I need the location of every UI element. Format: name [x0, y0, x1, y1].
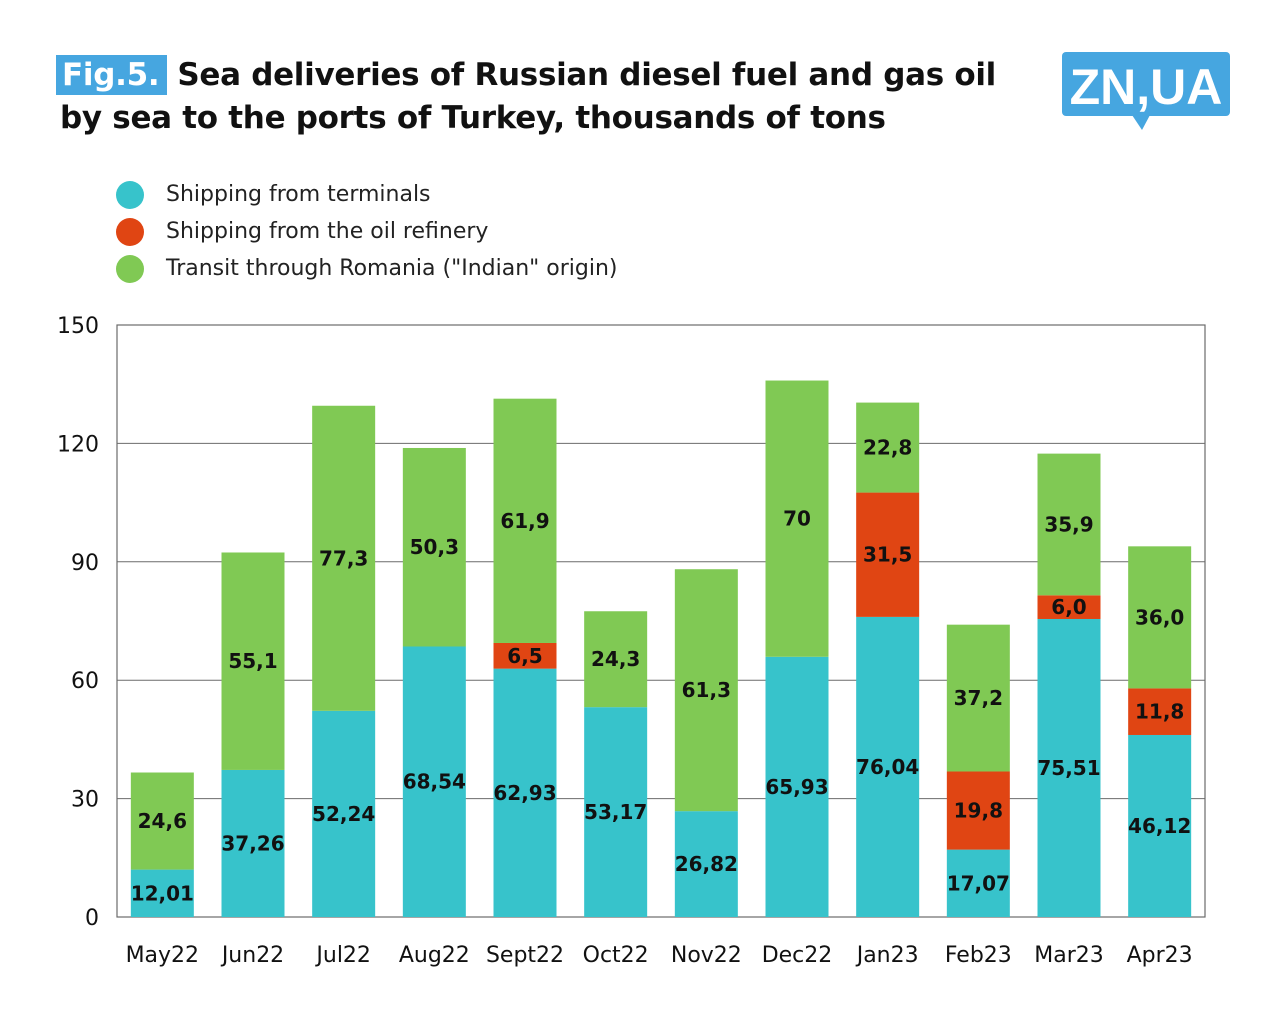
- x-tick-label-Jun22: Jun22: [220, 943, 284, 968]
- bar-transit-Feb23: [946, 624, 1010, 772]
- bar-refinery-Jan23: [856, 492, 920, 617]
- bar-label-terminals-Nov22: 26,82: [675, 852, 738, 876]
- bar-transit-Jan23: [856, 402, 920, 493]
- chart-title: Fig.5. Sea deliveries of Russian diesel f…: [56, 54, 1046, 140]
- bar-label-refinery-Mar23: 6,0: [1051, 595, 1086, 619]
- bar-label-transit-Dec22: 70: [783, 507, 811, 531]
- y-tick-label-0: 0: [85, 906, 99, 931]
- bar-label-transit-Nov22: 61,3: [682, 678, 731, 702]
- x-tick-label-Jul22: Jul22: [314, 943, 371, 968]
- bar-label-transit-Apr23: 36,0: [1135, 605, 1184, 629]
- bar-terminals-Jun22: [221, 769, 285, 917]
- bar-refinery-Feb23: [946, 771, 1010, 850]
- bar-refinery-Sept22: [493, 642, 557, 669]
- bar-transit-Oct22: [584, 611, 648, 708]
- bar-label-refinery-Apr23: 11,8: [1135, 700, 1184, 724]
- bar-label-transit-Jul22: 77,3: [319, 546, 368, 570]
- x-tick-label-Dec22: Dec22: [762, 943, 833, 968]
- legend-item-transit: Transit through Romania ("Indian" origin…: [116, 250, 617, 287]
- x-tick-label-Feb23: Feb23: [945, 943, 1012, 968]
- bar-label-terminals-Apr23: 46,12: [1128, 814, 1191, 838]
- bar-label-terminals-Oct22: 53,17: [584, 800, 647, 824]
- bar-terminals-Mar23: [1037, 618, 1101, 917]
- bar-label-terminals-Aug22: 68,54: [403, 770, 466, 794]
- bar-transit-Nov22: [674, 569, 738, 812]
- x-tick-label-Mar23: Mar23: [1034, 943, 1104, 968]
- x-tick-label-Apr23: Apr23: [1127, 943, 1193, 968]
- legend-swatch-transit: [116, 254, 144, 283]
- zn-ua-logo: ZN,UA: [1062, 52, 1230, 136]
- bar-terminals-Jan23: [856, 616, 920, 917]
- legend-item-terminals: Shipping from terminals: [116, 176, 617, 213]
- bar-terminals-Jul22: [312, 710, 376, 917]
- bar-label-refinery-Jan23: 31,5: [863, 543, 912, 567]
- bar-transit-Sept22: [493, 398, 557, 643]
- bar-label-refinery-Feb23: 19,8: [954, 799, 1003, 823]
- logo-speech-tail: [1132, 115, 1150, 130]
- y-tick-label-120: 120: [57, 432, 99, 457]
- bar-label-transit-Mar23: 35,9: [1044, 512, 1093, 536]
- bar-transit-Dec22: [765, 380, 829, 657]
- bar-label-transit-May22: 24,6: [138, 809, 187, 833]
- y-tick-label-90: 90: [71, 551, 99, 576]
- bar-transit-Jun22: [221, 552, 285, 770]
- logo-text: ZN,UA: [1070, 59, 1223, 115]
- bar-label-transit-Jan23: 22,8: [863, 436, 912, 460]
- y-tick-label-30: 30: [71, 788, 99, 813]
- logo-background: [1062, 52, 1230, 116]
- bar-label-transit-Aug22: 50,3: [410, 535, 459, 559]
- title-line-2: by sea to the ports of Turkey, thousands…: [60, 100, 886, 136]
- bar-terminals-Sept22: [493, 668, 557, 917]
- title-text-1: Sea deliveries of Russian diesel fuel an…: [177, 57, 997, 93]
- bar-terminals-Feb23: [946, 849, 1010, 917]
- bar-refinery-Mar23: [1037, 595, 1101, 619]
- legend-swatch-refinery: [116, 217, 144, 246]
- bar-label-terminals-May22: 12,01: [131, 881, 194, 905]
- bar-label-terminals-Dec22: 65,93: [765, 775, 828, 799]
- bar-transit-Aug22: [402, 447, 466, 647]
- bar-label-refinery-Sept22: 6,5: [507, 644, 542, 668]
- plot-frame: [116, 324, 1206, 918]
- bar-terminals-Dec22: [765, 656, 829, 917]
- bar-label-terminals-Feb23: 17,07: [947, 871, 1010, 895]
- bar-label-terminals-Jan23: 76,04: [856, 755, 919, 779]
- bar-label-terminals-Sept22: 62,93: [493, 781, 556, 805]
- bar-label-terminals-Jun22: 37,26: [221, 831, 284, 855]
- x-tick-label-Oct22: Oct22: [583, 943, 649, 968]
- legend: Shipping from terminals Shipping from th…: [116, 176, 617, 287]
- bar-terminals-Aug22: [402, 646, 466, 917]
- bar-transit-Jul22: [312, 405, 376, 711]
- legend-label-refinery: Shipping from the oil refinery: [166, 219, 489, 244]
- bar-label-terminals-Jul22: 52,24: [312, 802, 375, 826]
- x-tick-label-Nov22: Nov22: [671, 943, 742, 968]
- bar-transit-May22: [130, 772, 194, 870]
- bar-label-transit-Feb23: 37,2: [954, 686, 1003, 710]
- bar-label-transit-Sept22: 61,9: [500, 509, 549, 533]
- bar-terminals-Apr23: [1128, 734, 1192, 917]
- x-tick-label-Jan23: Jan23: [855, 943, 919, 968]
- legend-label-transit: Transit through Romania ("Indian" origin…: [166, 256, 618, 281]
- bar-terminals-May22: [130, 869, 194, 917]
- bar-refinery-Apr23: [1128, 688, 1192, 735]
- y-tick-label-150: 150: [57, 314, 99, 339]
- y-tick-label-60: 60: [71, 669, 99, 694]
- bar-label-transit-Oct22: 24,3: [591, 647, 640, 671]
- fig-label: Fig.5.: [56, 55, 168, 95]
- x-tick-label-May22: May22: [126, 943, 199, 968]
- bar-terminals-Nov22: [674, 811, 738, 917]
- bar-transit-Mar23: [1037, 453, 1101, 596]
- legend-swatch-terminals: [116, 180, 144, 209]
- bar-terminals-Oct22: [584, 707, 648, 917]
- x-tick-label-Aug22: Aug22: [399, 943, 470, 968]
- legend-label-terminals: Shipping from terminals: [166, 182, 431, 207]
- bar-label-terminals-Mar23: 75,51: [1037, 756, 1100, 780]
- title-line-1: Fig.5. Sea deliveries of Russian diesel f…: [56, 54, 1046, 97]
- bar-transit-Apr23: [1128, 546, 1192, 689]
- x-tick-label-Sept22: Sept22: [486, 943, 564, 968]
- bar-label-transit-Jun22: 55,1: [228, 649, 277, 673]
- logo-graphic: ZN,UA: [1062, 52, 1230, 130]
- legend-item-refinery: Shipping from the oil refinery: [116, 213, 617, 250]
